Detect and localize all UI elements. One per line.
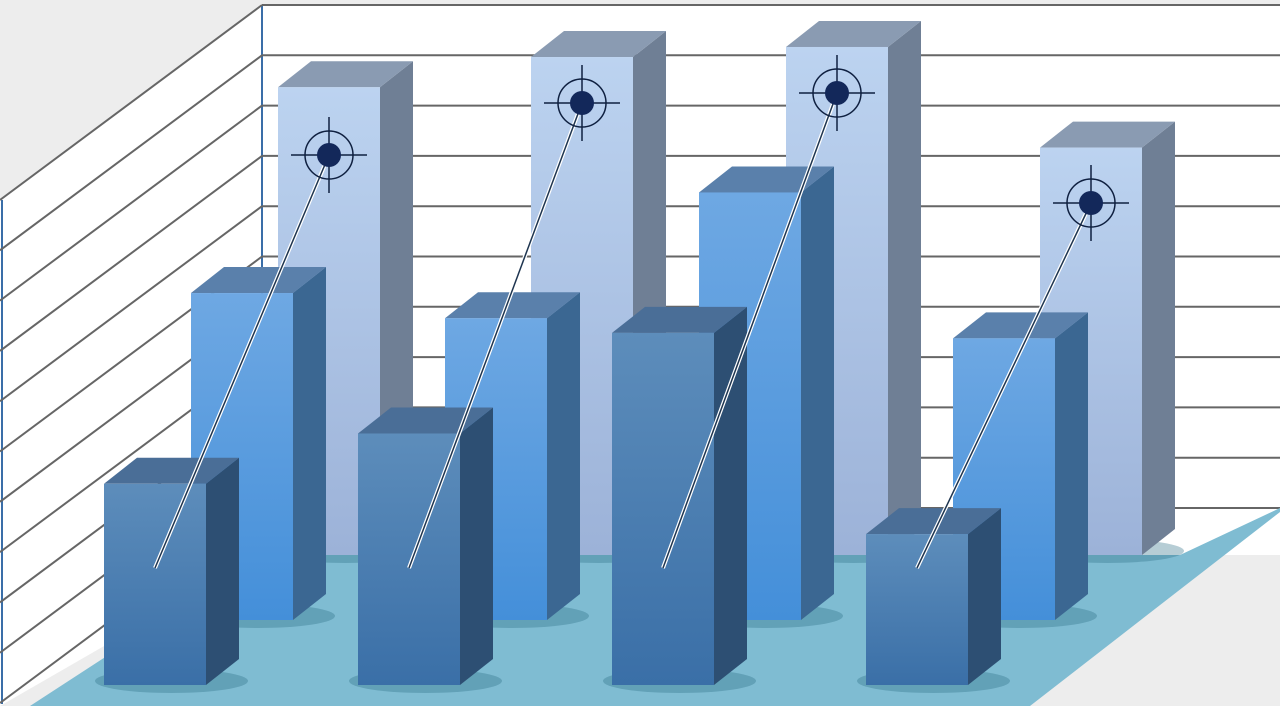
bar-top bbox=[953, 312, 1088, 339]
bar-side bbox=[801, 166, 834, 620]
bar-side bbox=[888, 20, 921, 556]
bar-top bbox=[531, 31, 666, 58]
target-marker-3 bbox=[661, 55, 875, 569]
bar-front bbox=[612, 332, 714, 685]
target-marker-1 bbox=[153, 117, 367, 569]
bar-front bbox=[866, 534, 968, 685]
gridline-left bbox=[0, 155, 263, 352]
bar-side bbox=[547, 292, 580, 620]
crosshair-dot bbox=[317, 143, 341, 167]
gridline-left bbox=[0, 54, 263, 252]
bar-front-3 bbox=[603, 306, 756, 693]
crosshair-dot bbox=[570, 91, 594, 115]
bar-top bbox=[278, 61, 413, 88]
bar-front bbox=[104, 483, 206, 685]
target-markers bbox=[153, 55, 1129, 569]
bar-side bbox=[714, 306, 747, 685]
bars bbox=[95, 20, 1184, 693]
bar-top bbox=[358, 407, 493, 434]
target-marker-2 bbox=[407, 65, 620, 569]
gridline-left bbox=[0, 104, 263, 302]
gridline-left bbox=[0, 205, 263, 403]
target-marker-4 bbox=[915, 165, 1129, 569]
crosshair-dot bbox=[1079, 191, 1103, 215]
bar-side bbox=[1142, 121, 1175, 555]
bar-top bbox=[191, 267, 326, 294]
bar-front-1 bbox=[95, 457, 248, 693]
bar-side bbox=[293, 267, 326, 620]
bar-top bbox=[699, 166, 834, 193]
crosshair-dot bbox=[825, 81, 849, 105]
bar-top bbox=[1040, 121, 1175, 148]
pointer-line bbox=[662, 92, 838, 569]
bar-side bbox=[460, 407, 493, 685]
bar-side bbox=[968, 508, 1001, 685]
bar-front-2 bbox=[349, 407, 502, 693]
bar-top bbox=[445, 292, 580, 319]
bar-side bbox=[1055, 312, 1088, 620]
bar-top bbox=[612, 306, 747, 333]
bar-side bbox=[206, 457, 239, 685]
pointer-line bbox=[916, 202, 1092, 569]
bar-top bbox=[104, 457, 239, 484]
gridline-left bbox=[0, 4, 263, 201]
bar-top bbox=[866, 508, 1001, 535]
pointer-line bbox=[154, 154, 330, 569]
bar-top bbox=[786, 20, 921, 47]
pointer-line bbox=[408, 102, 583, 569]
bar-front-4 bbox=[857, 508, 1010, 693]
